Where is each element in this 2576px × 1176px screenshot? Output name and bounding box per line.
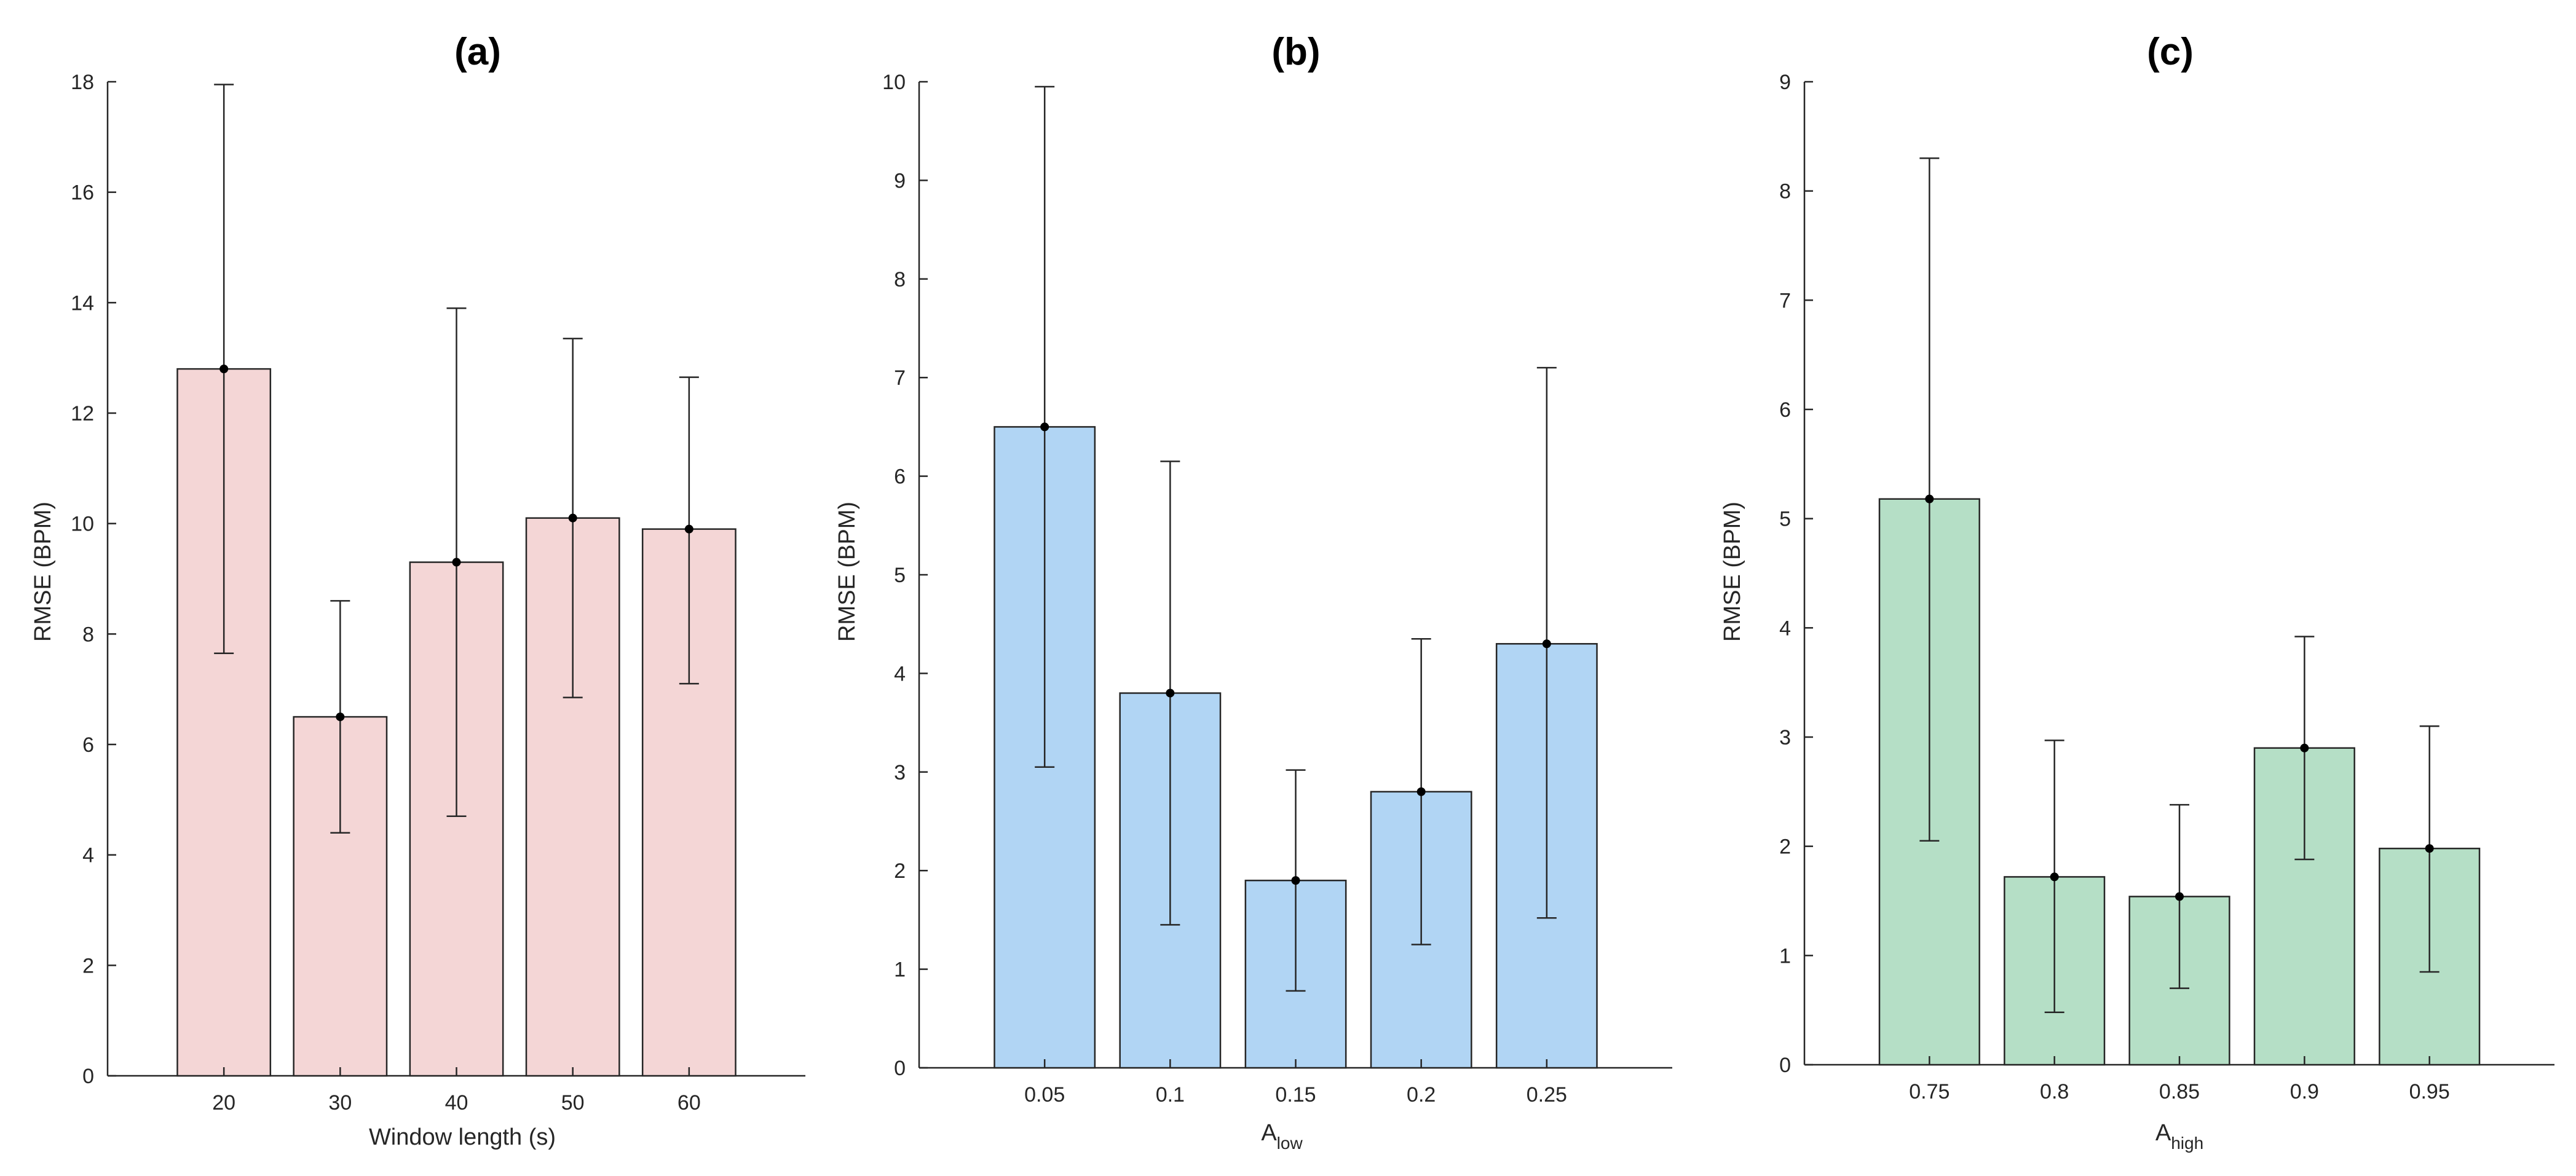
panel-c-xlabel-main: A: [2155, 1120, 2171, 1146]
panel-b-y-tick-label: 2: [894, 859, 906, 883]
panel-c-x-tick-label: 0.95: [2409, 1080, 2450, 1103]
panel-c-y-tick-label: 6: [1779, 398, 1791, 422]
panel-a-title: (a): [454, 31, 501, 73]
panel-b: (b) 0 1 2 3 4 5 6 7 8 9 10 0.05 0.1 0.15 0.2 0.25 RMSE …: [834, 31, 1672, 1153]
panel-b-mean-point: [1416, 787, 1426, 796]
panel-b-ylabel: RMSE (BPM): [834, 502, 860, 642]
panel-b-y-tick-label: 10: [882, 71, 906, 94]
panel-b-xlabel-sub: low: [1277, 1134, 1303, 1153]
panel-a-mean-point: [684, 524, 693, 534]
panel-a-mean-point: [568, 513, 577, 523]
panel-b-xlabel-main: A: [1261, 1120, 1277, 1146]
panel-a-x-tick-label: 50: [561, 1091, 585, 1115]
panel-b-y-tick-label: 9: [894, 169, 906, 192]
panel-c-plot-area: 0 1 2 3 4 5 6 7 8 9 0.75 0.8 0.85 0.9 0.95: [1779, 71, 2554, 1103]
panel-b-mean-point: [1542, 639, 1551, 649]
panel-a-x-tick-label: 40: [445, 1091, 468, 1115]
panel-b-x-tick-label: 0.1: [1156, 1083, 1185, 1107]
panel-c-x-tick-label: 0.85: [2159, 1080, 2200, 1103]
panel-a-mean-point: [452, 558, 461, 567]
panel-b-plot-area: 0 1 2 3 4 5 6 7 8 9 10 0.05 0.1 0.15 0.2 0.25: [882, 71, 1672, 1107]
panel-b-y-tick-label: 4: [894, 662, 906, 685]
panel-c-y-tick-label: 8: [1779, 180, 1791, 203]
panel-c-y-tick-label: 2: [1779, 835, 1791, 859]
panel-c-y-tick-label: 7: [1779, 289, 1791, 312]
panel-c-title: (c): [2147, 31, 2194, 73]
panel-b-y-tick-label: 8: [894, 268, 906, 291]
panel-b-mean-point: [1166, 689, 1175, 698]
panel-a-y-tick-label: 12: [71, 402, 94, 425]
panel-a-plot-area: 0 2 4 6 8 10 12 14 16 18 20 30 40 50 60: [71, 71, 805, 1115]
panel-b-y-tick-label: 1: [894, 958, 906, 982]
panel-c-xlabel-sub: high: [2171, 1134, 2203, 1153]
panel-a-y-tick-label: 0: [82, 1065, 94, 1088]
panel-b-title: (b): [1271, 31, 1320, 73]
panel-c-x-tick-label: 0.9: [2290, 1080, 2319, 1103]
panel-b-mean-point: [1291, 876, 1300, 885]
panel-b-x-tick-label: 0.25: [1527, 1083, 1567, 1107]
panel-c-y-tick-label: 9: [1779, 71, 1791, 94]
panel-a-xlabel: Window length (s): [369, 1124, 556, 1150]
panel-c-mean-point: [2300, 743, 2309, 752]
panel-c-y-tick-label: 0: [1779, 1054, 1791, 1077]
panel-c-ylabel: RMSE (BPM): [1720, 502, 1745, 642]
panel-a-y-tick-label: 4: [82, 844, 94, 867]
panel-a-y-tick-label: 18: [71, 71, 94, 94]
panel-c-mean-point: [2050, 872, 2059, 882]
panel-a-mean-point: [219, 365, 229, 374]
panel-a-y-tick-label: 8: [82, 623, 94, 646]
panel-c-mean-point: [1925, 494, 1934, 503]
panel-c-x-tick-label: 0.8: [2040, 1080, 2069, 1103]
panel-a-y-tick-label: 14: [71, 291, 94, 315]
panel-b-y-tick-label: 5: [894, 564, 906, 587]
panel-c-xlabel: Ahigh: [2155, 1120, 2203, 1153]
panel-a-ylabel: RMSE (BPM): [30, 502, 56, 642]
panel-c-y-tick-label: 3: [1779, 726, 1791, 749]
panel-b-y-tick-label: 0: [894, 1057, 906, 1080]
panel-a-mean-point: [336, 712, 345, 722]
panel-b-mean-point: [1040, 422, 1049, 432]
panel-b-x-tick-label: 0.2: [1407, 1083, 1436, 1107]
panel-c-x-tick-label: 0.75: [1909, 1080, 1950, 1103]
panel-a-y-tick-label: 10: [71, 513, 94, 536]
panel-c-mean-point: [2175, 892, 2184, 901]
panel-b-y-tick-label: 7: [894, 366, 906, 390]
panel-c-y-tick-label: 5: [1779, 508, 1791, 531]
panel-b-y-tick-label: 6: [894, 465, 906, 489]
panel-b-x-tick-label: 0.05: [1024, 1083, 1065, 1107]
panel-c: (c) 0 1 2 3 4 5 6 7 8 9 0.75 0.8 0.85 0.9 0.95 RMSE (B…: [1720, 31, 2554, 1153]
panel-c-y-tick-label: 1: [1779, 944, 1791, 968]
panel-a-y-tick-label: 2: [82, 954, 94, 977]
panel-c-mean-point: [2425, 844, 2434, 853]
panel-a-y-tick-label: 16: [71, 181, 94, 205]
panel-a-y-tick-label: 6: [82, 733, 94, 757]
panel-a-x-tick-label: 60: [678, 1091, 701, 1115]
panel-b-xlabel: Alow: [1261, 1120, 1303, 1153]
panel-b-x-tick-label: 0.15: [1275, 1083, 1316, 1107]
panel-c-y-tick-label: 4: [1779, 617, 1791, 640]
panel-b-y-tick-label: 3: [894, 761, 906, 784]
panel-a: (a) 0 2 4 6 8 10 12 14 16 18 20 30 40 50 60 RMSE (BPM)…: [30, 31, 805, 1150]
panel-a-x-tick-label: 20: [212, 1091, 235, 1115]
panel-a-x-tick-label: 30: [328, 1091, 352, 1115]
